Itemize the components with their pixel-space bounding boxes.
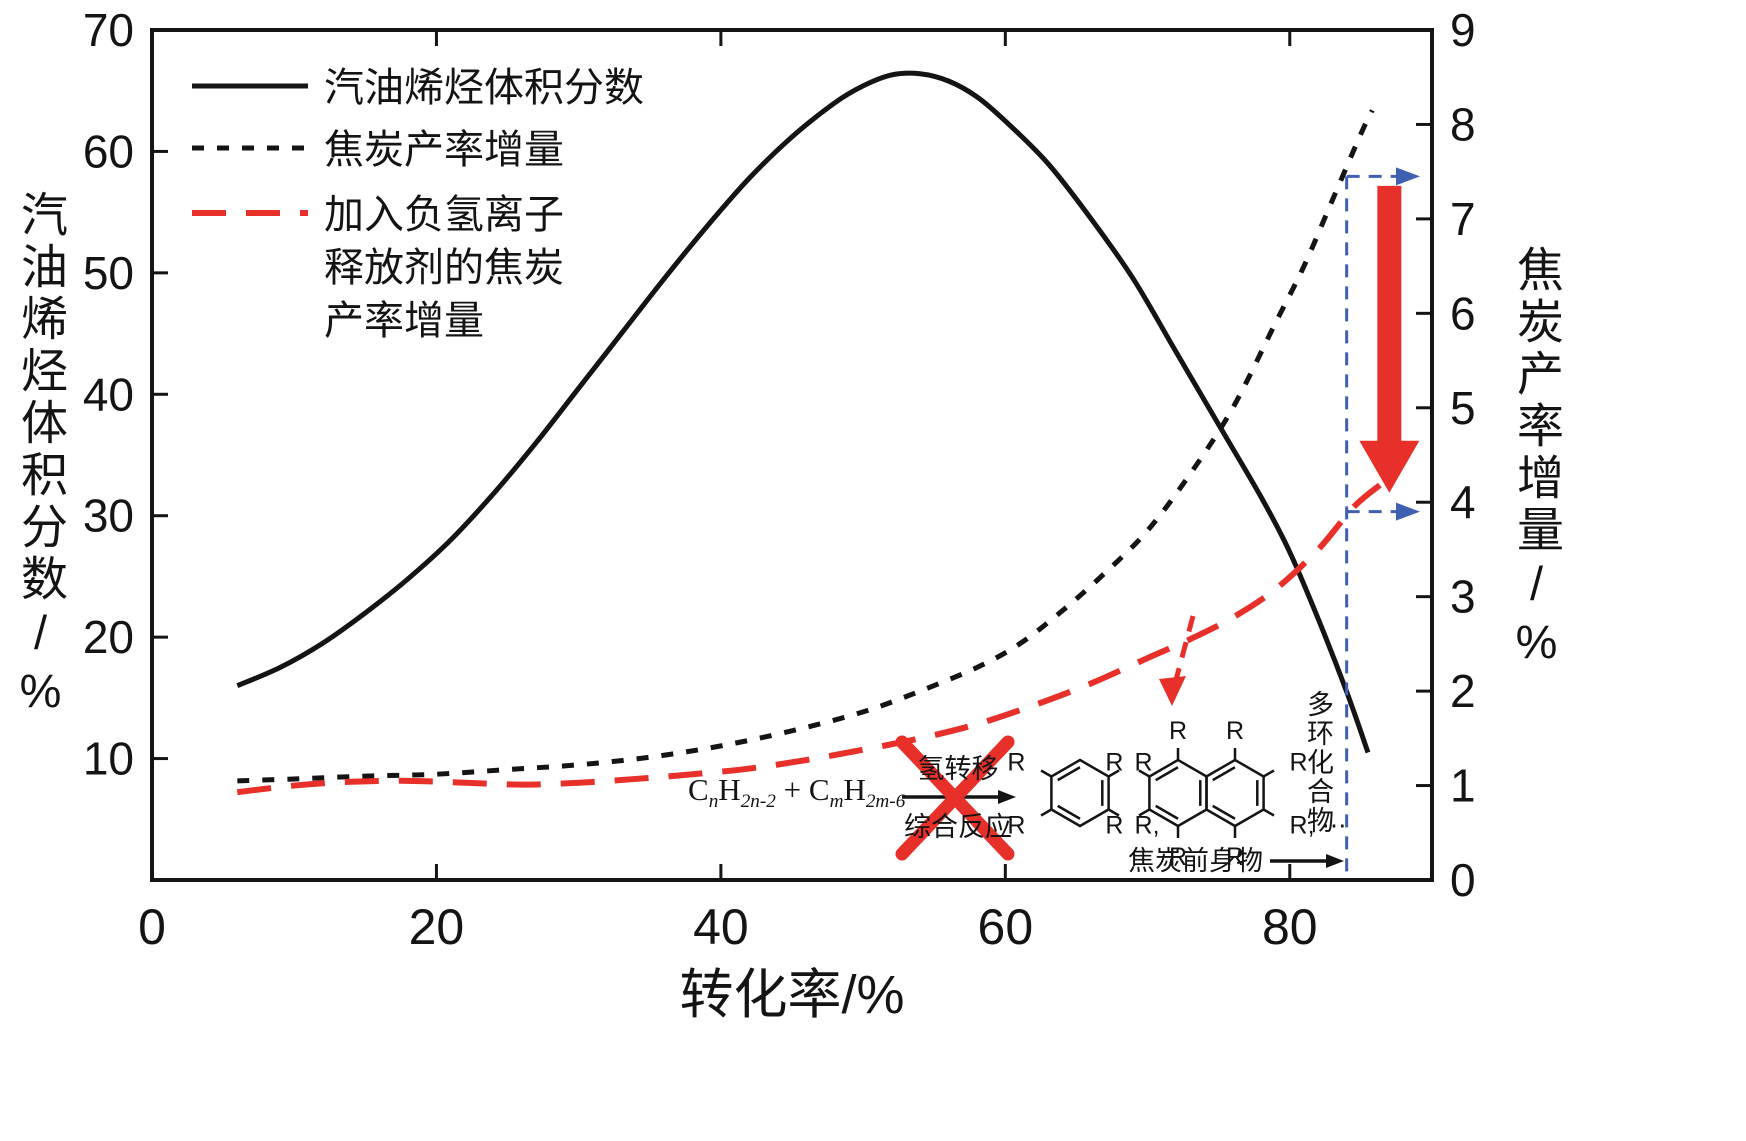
y-right-tick-label: 1 bbox=[1450, 760, 1476, 812]
y-right-tick-label: 5 bbox=[1450, 382, 1476, 434]
axes-layer: 0 20 40 60 80 10 20 30 40 50 60 70 0 1 2 3 4 5 6 7 8 9 bbox=[83, 4, 1476, 955]
y-axis-right-title: 焦炭产率增量/% bbox=[1510, 245, 1563, 673]
y-left-tick-label: 70 bbox=[83, 4, 134, 56]
reduction-arrow bbox=[1359, 185, 1420, 493]
series-curve-0 bbox=[236, 70, 1371, 754]
legend-label-hydride-line3: 产率增量 bbox=[324, 299, 484, 343]
legend: 汽油烯烃体积分数 焦炭产率增量 加入负氢离子 释放剂的焦炭 产率增量 bbox=[192, 66, 644, 343]
hydrogen-transfer-label: 氢转移 bbox=[918, 754, 999, 784]
plot-border bbox=[150, 28, 1434, 882]
series-layer bbox=[236, 70, 1385, 796]
y-right-tick-label: 3 bbox=[1450, 571, 1476, 623]
legend-label-gasoline-olefin: 汽油烯烃体积分数 bbox=[324, 66, 644, 110]
formula-c4: H bbox=[843, 772, 866, 807]
substituent-label: R bbox=[1007, 749, 1025, 777]
legend-label-hydride-line1: 加入负氢离子 bbox=[324, 193, 564, 237]
formula-sub4: 2m-6 bbox=[865, 791, 906, 813]
y-axis-left-title: 汽油烯烃体积分数/% bbox=[14, 190, 67, 722]
y-right-tick-label: 0 bbox=[1450, 854, 1476, 906]
substituent-label: R bbox=[1105, 749, 1123, 777]
x-tick-label: 40 bbox=[693, 899, 749, 955]
red-spur-line bbox=[1173, 615, 1196, 681]
x-tick-label: 0 bbox=[138, 899, 166, 955]
y-right-tick-label: 6 bbox=[1450, 287, 1476, 339]
substituent-label: R bbox=[1290, 749, 1308, 777]
y-left-tick-label: 50 bbox=[83, 247, 134, 299]
y-right-tick-label: 4 bbox=[1450, 476, 1476, 528]
comprehensive-reaction-label: 综合反应 bbox=[904, 812, 1012, 842]
y-left-tick-label: 10 bbox=[83, 733, 134, 785]
substituent-label: R, ⋯ bbox=[1290, 812, 1347, 840]
x-tick-label: 60 bbox=[978, 899, 1034, 955]
substituent-label: R bbox=[1135, 749, 1153, 777]
benzene-ring: R RR,R bbox=[1007, 749, 1159, 840]
substituent-label: R bbox=[1169, 717, 1187, 745]
y-left-tick-label: 30 bbox=[83, 490, 134, 542]
y-right-tick-label: 2 bbox=[1450, 665, 1476, 717]
polycyclic-compounds-label: 多环化合物 bbox=[1303, 690, 1333, 835]
y-left-tick-label: 20 bbox=[83, 611, 134, 663]
formula-c2: H bbox=[718, 772, 741, 807]
formula-c1: C bbox=[688, 772, 709, 807]
naphthalene-right-ring: R R R, ⋯ R bbox=[1205, 717, 1347, 871]
formula-sub2: 2n-2 bbox=[740, 791, 776, 813]
coke-precursor-label: 焦炭前身物 bbox=[1128, 846, 1263, 876]
y-right-tick-label: 8 bbox=[1450, 98, 1476, 150]
red-spur-arrowhead bbox=[1159, 676, 1186, 706]
substituent-label: R bbox=[1169, 843, 1187, 871]
y-left-tick-label: 40 bbox=[83, 368, 134, 420]
substituent-label: R bbox=[1007, 812, 1025, 840]
formula-c3: + C bbox=[775, 772, 830, 807]
reaction-formula: CnH2n-2 + CmH2m-6 bbox=[688, 772, 905, 813]
formula-sub3: m bbox=[829, 791, 844, 813]
substituent-label: R, bbox=[1135, 812, 1160, 840]
formula-sub1: n bbox=[708, 791, 719, 813]
x-tick-label: 80 bbox=[1262, 899, 1318, 955]
series-curve-1 bbox=[237, 109, 1375, 784]
substituent-label: R bbox=[1105, 812, 1123, 840]
y-left-tick-label: 60 bbox=[83, 125, 134, 177]
x-tick-label: 20 bbox=[409, 899, 465, 955]
substituent-label: R bbox=[1226, 843, 1244, 871]
y-right-tick-label: 7 bbox=[1450, 193, 1476, 245]
x-axis-title: 转化率/% bbox=[679, 965, 905, 1025]
series-curve-2 bbox=[236, 480, 1385, 796]
legend-label-coke-yield: 焦炭产率增量 bbox=[324, 128, 564, 172]
substituent-label: R bbox=[1226, 717, 1244, 745]
legend-label-hydride-line2: 释放剂的焦炭 bbox=[324, 246, 564, 290]
cross-out-stroke-2 bbox=[895, 735, 1015, 861]
y-right-tick-label: 9 bbox=[1450, 4, 1476, 56]
